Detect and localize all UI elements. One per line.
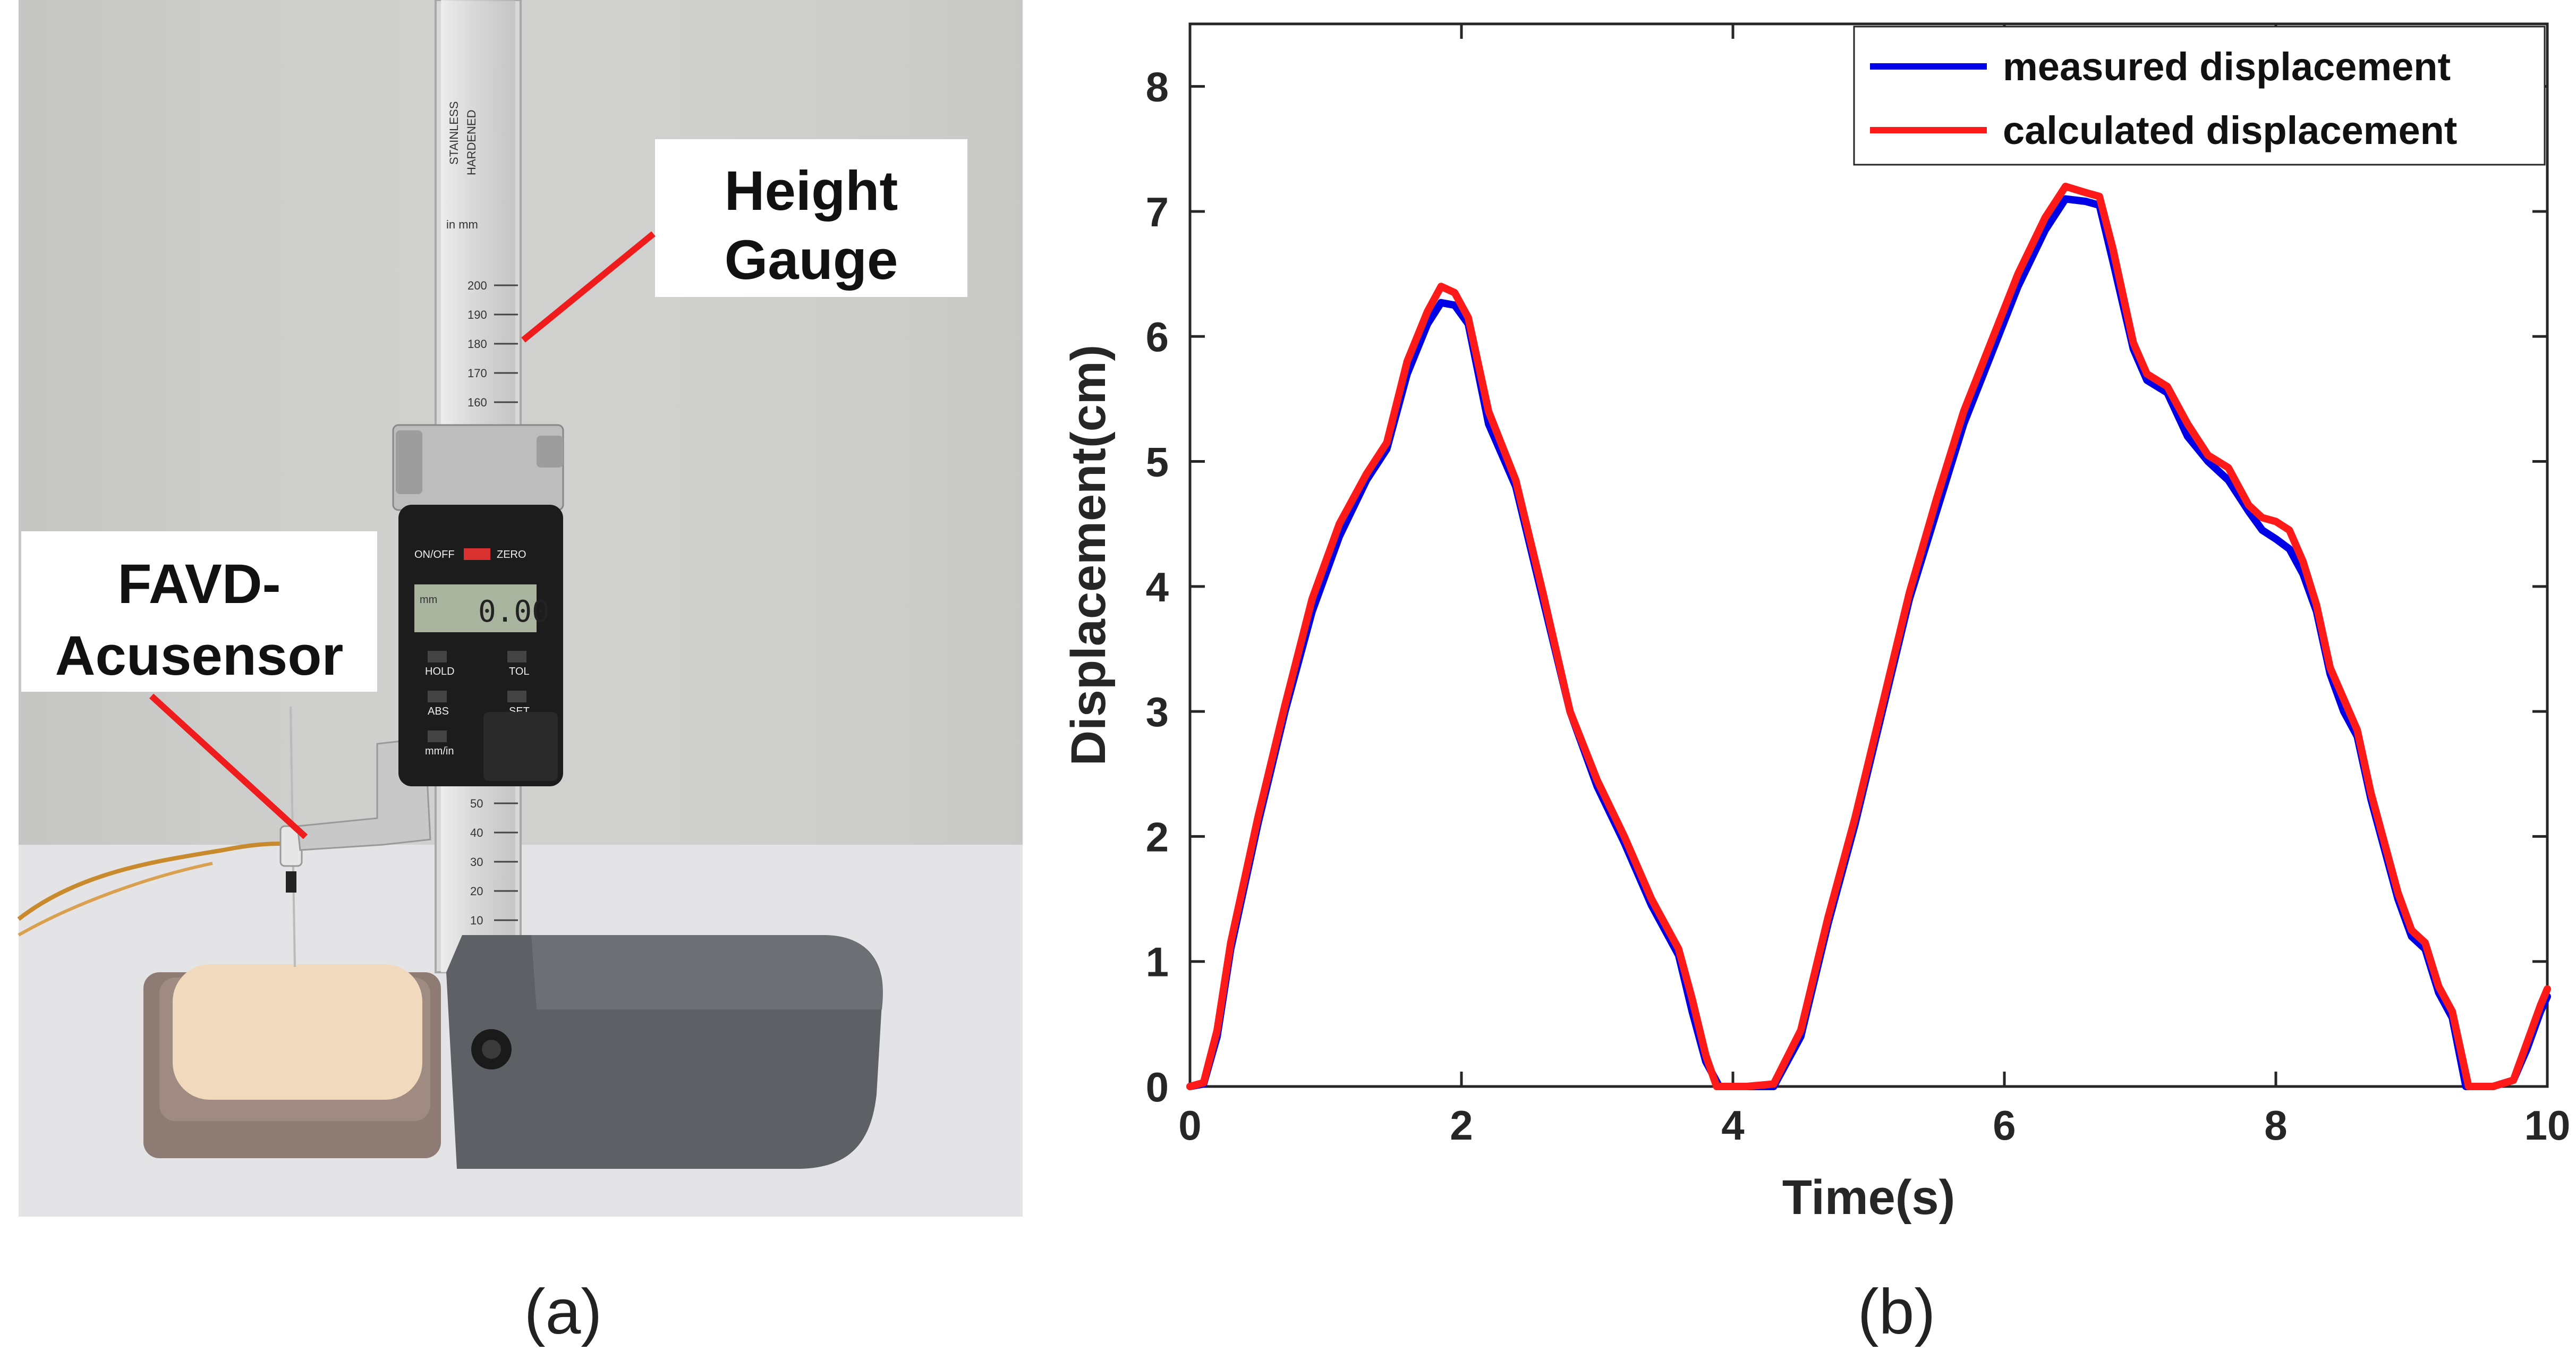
lcd-hold-label: HOLD bbox=[425, 666, 455, 677]
lcd-mm-text: mm bbox=[420, 594, 437, 606]
ruler-mark-label: 180 bbox=[467, 337, 487, 351]
lcd-power-button bbox=[464, 548, 490, 560]
lcd-hold-button bbox=[428, 651, 447, 663]
legend-label: calculated displacement bbox=[2003, 108, 2457, 152]
y-tick-label: 5 bbox=[1146, 439, 1169, 486]
x-tick-label: 0 bbox=[1178, 1102, 1201, 1149]
plot-area bbox=[1188, 22, 2549, 1088]
x-tick-label: 10 bbox=[2524, 1102, 2571, 1149]
lcd-set-button bbox=[507, 691, 526, 702]
y-tick-label: 1 bbox=[1146, 939, 1169, 986]
lcd-abs-label: ABS bbox=[428, 706, 449, 717]
lcd-battery-cover bbox=[483, 712, 558, 781]
ruler-mark-label: 160 bbox=[467, 396, 487, 409]
height-gauge-label-line2: Gauge bbox=[725, 229, 898, 291]
panel-b-caption: (b) bbox=[1858, 1276, 1936, 1347]
base-screw-inner bbox=[482, 1040, 501, 1059]
lcd-mmin-button bbox=[428, 731, 447, 742]
series-line-calculated-displacement bbox=[1186, 182, 2551, 1090]
ruler-mark-label: 200 bbox=[467, 279, 487, 292]
lcd-zero-label: ZERO bbox=[497, 549, 526, 561]
chart-legend: measured displacement calculated displace… bbox=[1853, 26, 2546, 166]
lcd-tol-label: TOL bbox=[509, 666, 530, 677]
lcd-abs-button bbox=[428, 691, 447, 702]
lcd-screen bbox=[414, 584, 537, 632]
x-tick-label: 4 bbox=[1721, 1102, 1744, 1149]
sensor-pointer bbox=[149, 693, 308, 839]
sensor-cable-2 bbox=[18, 862, 213, 937]
x-ticks: 0 2 4 6 8 10 bbox=[1178, 24, 2570, 1149]
ruler-mark-label: 190 bbox=[467, 308, 487, 321]
panel-a-caption: (a) bbox=[524, 1276, 602, 1347]
lower-ruler-mark-label: 10 bbox=[470, 914, 483, 927]
lower-ruler-mark-label: 20 bbox=[470, 885, 483, 898]
height-gauge-pointer bbox=[521, 231, 656, 343]
ruler-mark-label: 170 bbox=[467, 367, 487, 380]
height-gauge-label-box bbox=[655, 139, 967, 297]
y-tick-label: 8 bbox=[1146, 64, 1169, 111]
sensor-label-line2: Acusensor bbox=[55, 625, 344, 687]
beam-hardened-text: HARDENED bbox=[465, 110, 478, 175]
lower-ruler-marks: 50 40 30 20 10 bbox=[470, 797, 518, 927]
x-axis-title: Time(s) bbox=[1782, 1170, 1956, 1225]
height-gauge-label-line1: Height bbox=[725, 160, 898, 222]
y-tick-label: 2 bbox=[1146, 813, 1169, 860]
y-axis-title: Displacement(cm) bbox=[1061, 345, 1116, 766]
lcd-mmin-label: mm/in bbox=[425, 745, 454, 757]
sensor-cable bbox=[17, 842, 298, 921]
sensor-label-line1: FAVD- bbox=[117, 553, 280, 615]
y-tick-label: 7 bbox=[1146, 189, 1169, 235]
legend-label: measured displacement bbox=[2003, 45, 2451, 89]
sensor-tip bbox=[286, 871, 296, 893]
x-tick-label: 8 bbox=[2264, 1102, 2287, 1149]
panel-a-photo: STAINLESS HARDENED in mm 200 190 180 170 160… bbox=[17, 0, 1023, 1217]
lcd-onoff-label: ON/OFF bbox=[414, 549, 455, 561]
y-ticks: 0 1 2 3 4 5 6 7 8 bbox=[1146, 64, 2547, 1110]
gauge-base-top bbox=[531, 935, 883, 1009]
lower-ruler-mark-label: 30 bbox=[470, 855, 483, 869]
x-tick-label: 2 bbox=[1450, 1102, 1473, 1149]
lcd-reading: 0.00 bbox=[478, 595, 550, 629]
slider-knob-right bbox=[537, 436, 563, 468]
slider-knob-left bbox=[396, 430, 422, 494]
y-tick-label: 0 bbox=[1146, 1064, 1169, 1110]
plot-frame bbox=[1188, 22, 2549, 1088]
y-tick-label: 3 bbox=[1146, 689, 1169, 735]
panel-b-chart: 0 2 4 6 8 10 0 1 2 3 4 5 6 7 8 Time(s) Displacement(c… bbox=[1061, 22, 2570, 1225]
y-tick-label: 6 bbox=[1146, 313, 1169, 360]
x-tick-label: 6 bbox=[1993, 1102, 2016, 1149]
legend-box bbox=[1853, 26, 2546, 166]
phantom-gel bbox=[173, 964, 422, 1100]
beam-unit-text: in mm bbox=[446, 218, 478, 231]
series-layer bbox=[1186, 182, 2551, 1090]
lcd-tol-button bbox=[507, 651, 526, 663]
beam-stainless-text: STAINLESS bbox=[447, 101, 461, 165]
lower-ruler-mark-label: 50 bbox=[470, 797, 483, 810]
sensor-label-box bbox=[21, 531, 377, 692]
lower-ruler-mark-label: 40 bbox=[470, 826, 483, 839]
gauge-arm bbox=[296, 737, 431, 851]
y-tick-label: 4 bbox=[1146, 564, 1169, 610]
